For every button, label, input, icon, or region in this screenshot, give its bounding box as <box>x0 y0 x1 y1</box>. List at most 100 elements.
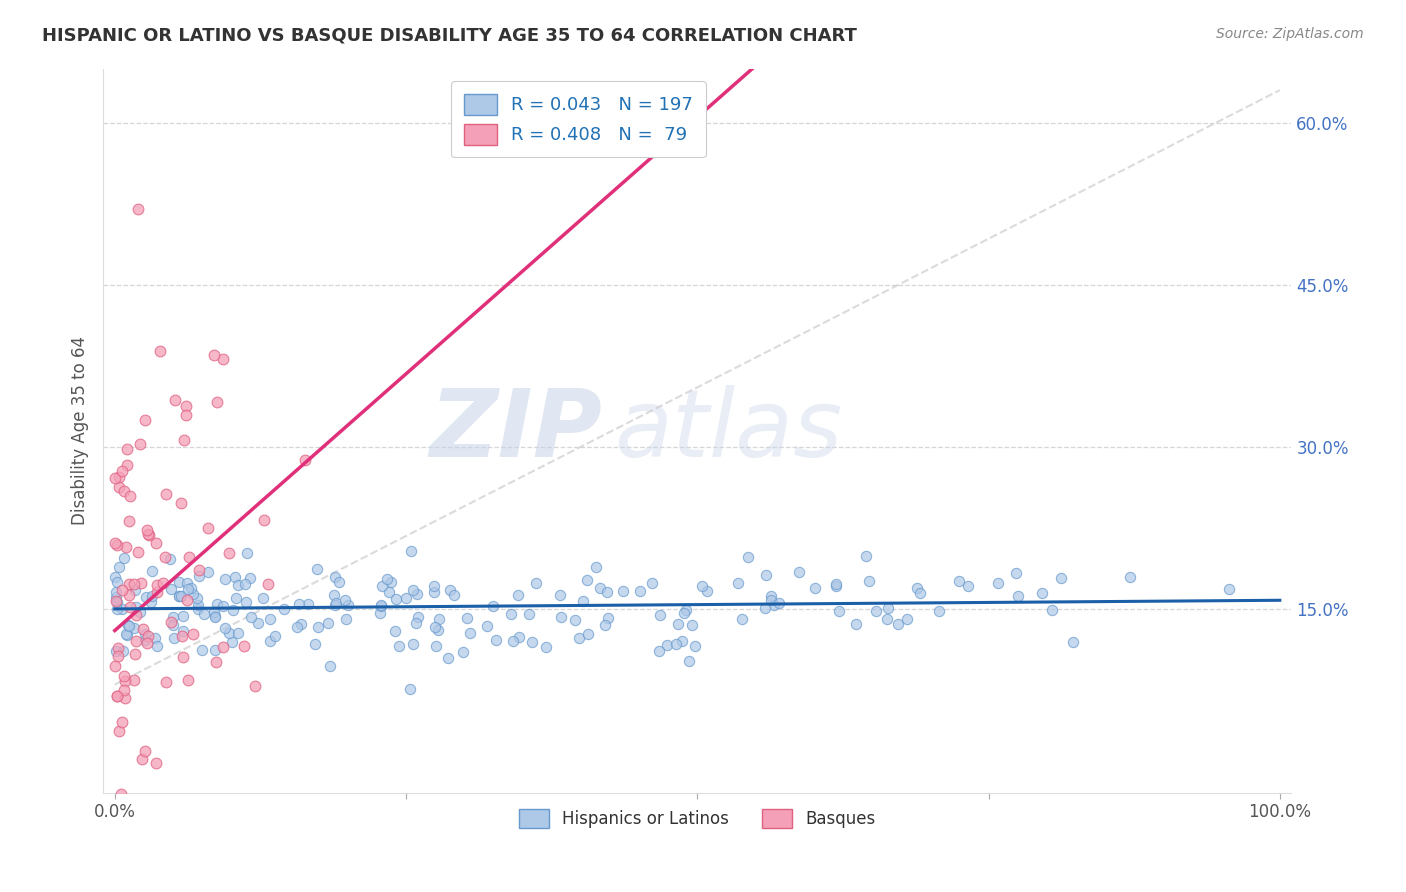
Point <box>406 610 429 624</box>
Point <box>138 527 160 541</box>
Point <box>451 645 474 659</box>
Point <box>129 437 152 451</box>
Point <box>181 627 204 641</box>
Point <box>287 620 309 634</box>
Point <box>297 597 319 611</box>
Point <box>876 601 898 615</box>
Point <box>159 552 181 566</box>
Point <box>328 574 350 589</box>
Point <box>105 690 128 704</box>
Point <box>153 550 176 565</box>
Point <box>585 559 607 574</box>
Point <box>256 577 278 591</box>
Point <box>252 513 274 527</box>
Point <box>172 608 194 623</box>
Point <box>845 617 868 632</box>
Point <box>107 649 129 664</box>
Point <box>406 586 429 600</box>
Point <box>824 577 846 591</box>
Point <box>502 634 524 648</box>
Point <box>155 487 177 501</box>
Point <box>564 613 586 627</box>
Point <box>855 549 877 564</box>
Point <box>222 603 245 617</box>
Point <box>655 638 678 652</box>
Point <box>152 576 174 591</box>
Point <box>159 615 181 629</box>
Point <box>235 595 257 609</box>
Point <box>245 679 267 693</box>
Point <box>202 348 225 362</box>
Point <box>671 634 693 648</box>
Point <box>323 588 346 602</box>
Point <box>117 617 139 632</box>
Point <box>204 643 226 657</box>
Point <box>136 636 159 650</box>
Point <box>828 604 851 618</box>
Point <box>375 572 398 586</box>
Point <box>114 540 136 554</box>
Point <box>108 723 131 738</box>
Point <box>107 480 129 494</box>
Point <box>439 583 461 598</box>
Point <box>105 538 128 552</box>
Point <box>384 624 406 638</box>
Point <box>169 590 191 604</box>
Point <box>224 570 246 584</box>
Point <box>228 578 250 592</box>
Point <box>205 597 228 611</box>
Point <box>323 598 346 612</box>
Point <box>423 579 446 593</box>
Point <box>104 644 127 658</box>
Point <box>187 599 209 613</box>
Point <box>190 643 212 657</box>
Point <box>423 584 446 599</box>
Point <box>122 673 145 688</box>
Text: atlas: atlas <box>614 385 842 476</box>
Point <box>896 611 918 625</box>
Point <box>957 578 980 592</box>
Point <box>188 563 211 577</box>
Point <box>104 658 127 673</box>
Point <box>105 690 128 704</box>
Point <box>675 603 697 617</box>
Point <box>427 612 450 626</box>
Point <box>167 589 190 603</box>
Point <box>131 752 153 766</box>
Point <box>104 585 127 599</box>
Point <box>665 637 688 651</box>
Point <box>176 593 198 607</box>
Point <box>114 691 136 706</box>
Point <box>695 583 717 598</box>
Point <box>135 523 157 537</box>
Point <box>536 640 558 655</box>
Point <box>456 611 478 625</box>
Point <box>761 589 783 603</box>
Point <box>174 409 197 423</box>
Point <box>307 620 329 634</box>
Point <box>202 605 225 619</box>
Point <box>650 607 672 622</box>
Point <box>218 546 240 560</box>
Point <box>162 610 184 624</box>
Point <box>789 566 811 580</box>
Point <box>221 635 243 649</box>
Point <box>727 576 749 591</box>
Point <box>673 607 696 621</box>
Point <box>112 682 135 697</box>
Point <box>304 636 326 650</box>
Point <box>214 572 236 586</box>
Point <box>1049 571 1071 585</box>
Point <box>316 615 339 630</box>
Point <box>524 576 547 591</box>
Point <box>485 632 508 647</box>
Point <box>193 607 215 621</box>
Point <box>589 581 612 595</box>
Point <box>118 514 141 528</box>
Point <box>335 612 357 626</box>
Point <box>508 630 530 644</box>
Point <box>124 582 146 597</box>
Point <box>1007 590 1029 604</box>
Point <box>115 627 138 641</box>
Point <box>290 616 312 631</box>
